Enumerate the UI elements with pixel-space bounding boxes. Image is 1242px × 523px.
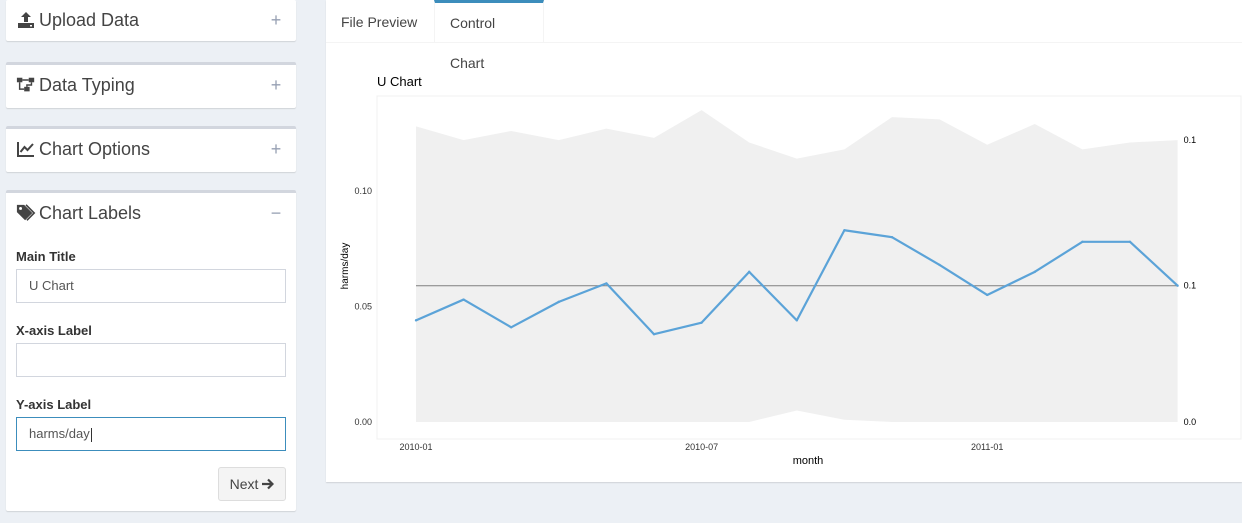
data-point — [843, 229, 846, 232]
main-title-input[interactable]: U Chart — [16, 269, 286, 303]
x-axis-title: month — [793, 455, 824, 467]
data-point — [462, 298, 465, 301]
data-typing-title: Data Typing — [39, 74, 135, 95]
upload-data-header[interactable]: Upload Data + — [6, 0, 296, 40]
x-tick-label: 2010-01 — [399, 442, 432, 452]
data-point — [986, 293, 989, 297]
chart-options-header[interactable]: Chart Options + — [6, 129, 296, 169]
x-axis-input[interactable] — [16, 343, 286, 377]
tab-control-chart[interactable]: Control Chart — [434, 0, 544, 71]
data-point — [1128, 240, 1132, 244]
x-axis-label: X-axis Label — [16, 323, 92, 338]
data-typing-header[interactable]: Data Typing + — [6, 65, 296, 105]
y-axis-label: Y-axis Label — [16, 397, 92, 412]
y-axis-input[interactable]: harms/day — [16, 417, 286, 451]
u-chart: 0.00 0.05 0.10 2010-01 2010-07 2011-01 0.1 0.… — [340, 74, 1242, 467]
y-tick-label: 0.05 — [354, 302, 372, 312]
chart-labels-header[interactable]: Chart Labels − — [6, 193, 296, 233]
data-point — [890, 236, 894, 239]
data-point — [1081, 240, 1084, 244]
expand-data-typing-button[interactable]: + — [270, 75, 282, 95]
text-caret — [90, 427, 92, 442]
line-chart-icon — [16, 139, 36, 159]
data-point — [414, 319, 418, 322]
data-point — [510, 326, 513, 329]
data-point — [1033, 270, 1036, 274]
y-axis-title: harms/day — [340, 243, 351, 290]
data-point — [795, 319, 798, 322]
x-tick-label: 2010-07 — [685, 442, 718, 452]
next-button[interactable]: Next — [218, 467, 286, 501]
y-tick-label: 0.00 — [354, 417, 372, 427]
data-point — [700, 321, 703, 324]
limit-label: 0.1 — [1184, 135, 1197, 145]
chart-labels-title: Chart Labels — [39, 202, 142, 223]
main-content: File Preview Control Chart 0.00 0.05 0.10 … — [326, 0, 1242, 482]
chart-title: U Chart — [377, 74, 422, 89]
tags-icon — [16, 203, 36, 223]
chart-options-title: Chart Options — [39, 138, 151, 159]
chart-labels-panel: Chart Labels − Main Title U Chart X-axis… — [6, 190, 296, 511]
limit-label: 0.0 — [1184, 417, 1197, 427]
y-axis-value: harms/day — [29, 426, 90, 441]
upload-data-panel: Upload Data + — [6, 0, 296, 41]
upload-data-title: Upload Data — [39, 9, 140, 30]
expand-upload-button[interactable]: + — [270, 10, 282, 30]
limit-label: 0.1 — [1184, 281, 1197, 291]
tab-file-preview[interactable]: File Preview — [341, 14, 418, 30]
main-title-label: Main Title — [16, 249, 76, 264]
data-point — [652, 333, 656, 336]
x-tick-label: 2011-01 — [971, 442, 1003, 452]
next-label: Next — [229, 476, 259, 492]
data-point — [557, 300, 560, 304]
data-point — [605, 282, 608, 285]
data-typing-panel: Data Typing + — [6, 62, 296, 108]
tab-bar: File Preview Control Chart — [326, 0, 1242, 71]
arrow-right-icon — [261, 478, 275, 490]
control-limit-band — [416, 110, 1178, 423]
main-title-value: U Chart — [29, 278, 74, 293]
data-point — [1176, 284, 1179, 287]
upload-icon — [16, 10, 36, 30]
expand-chart-options-button[interactable]: + — [270, 139, 282, 159]
y-tick-label: 0.10 — [354, 186, 372, 196]
collapse-chart-labels-button[interactable]: − — [270, 203, 282, 223]
chart-options-panel: Chart Options + — [6, 126, 296, 172]
data-point — [748, 270, 751, 274]
sitemap-icon — [16, 75, 36, 95]
data-point — [938, 263, 941, 267]
